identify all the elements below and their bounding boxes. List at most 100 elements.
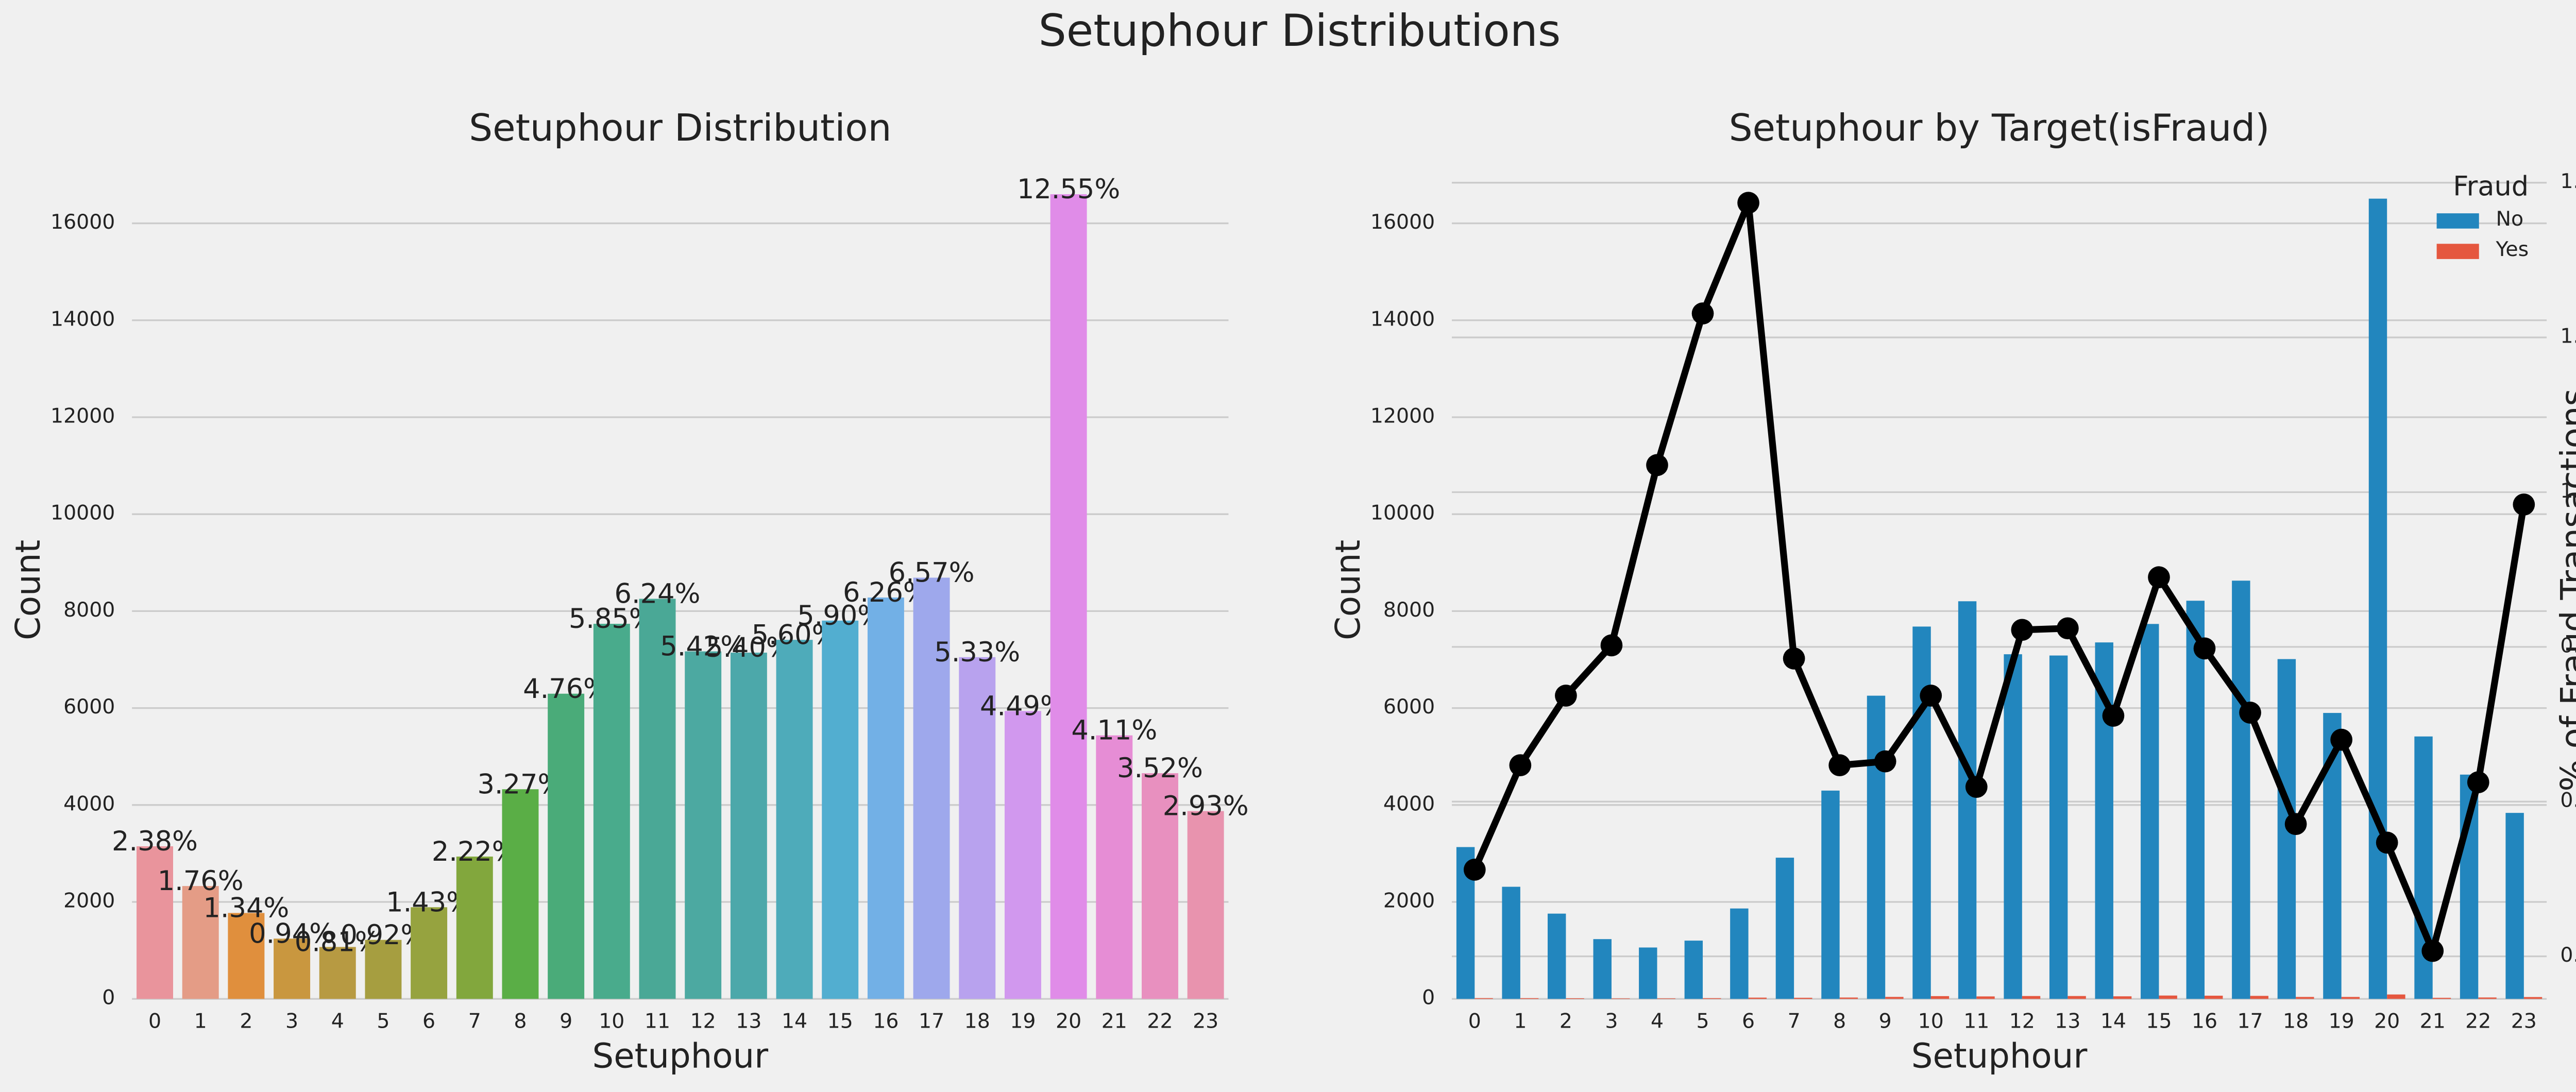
x-tick-label: 11 [645,1010,670,1033]
legend-title: Fraud [2453,170,2529,202]
y-tick-label: 8000 [63,598,115,622]
bar [502,789,539,999]
bar [2505,813,2524,999]
chart-title: Setuphour by Target(isFraud) [1729,107,2270,150]
bar [959,657,996,999]
line [1471,199,2528,954]
y-tick-label: 4000 [1383,792,1435,815]
x-tick-label: 17 [919,1010,944,1033]
bar [2250,996,2268,999]
y2-axis-label: % of Fraud Transactions [2554,388,2576,791]
figure-title: Setuphour Distributions [1039,6,1561,57]
bar [2022,996,2041,999]
x-tick-label: 3 [285,1010,298,1033]
line-marker [1874,750,1896,773]
bar [1004,711,1041,999]
bar [2523,997,2543,999]
legend-label: Yes [2496,237,2529,261]
bar [411,907,448,999]
x-tick-label: 22 [1147,1010,1173,1033]
bar [2478,997,2497,999]
bar [1593,939,1612,999]
bar [365,940,402,999]
x-tick-label: 23 [1193,1010,1218,1033]
y-tick-label: 8000 [1383,598,1435,622]
bar [2341,997,2360,999]
line-marker [2148,566,2170,589]
line-marker [2193,637,2216,660]
line-marker [2284,813,2307,835]
y-axis-label: Count [9,540,48,640]
bar [2067,996,2086,999]
bar [776,640,813,999]
bar [639,599,676,999]
y-tick-label: 6000 [63,695,115,719]
x-tick-label: 0 [148,1010,161,1033]
bar [1839,997,1858,999]
line-marker [2513,493,2535,516]
x-tick-label: 16 [2192,1010,2217,1033]
x-tick-label: 18 [964,1010,990,1033]
bar [1912,626,1931,999]
bar [2113,996,2132,999]
bar [593,624,630,999]
x-tick-label: 13 [2055,1010,2080,1033]
y2-tick-label: 0.4 [2560,943,2576,967]
y-axis-label: Count [1329,540,1368,640]
y-tick-label: 10000 [50,501,115,525]
bar [137,846,173,999]
x-tick-label: 19 [2329,1010,2354,1033]
bar [182,886,219,999]
x-tick-label: 18 [2283,1010,2309,1033]
bar [2159,995,2177,999]
bar [2004,654,2022,999]
x-tick-label: 12 [690,1010,716,1033]
line-marker [1691,302,1714,325]
line-marker [1646,454,1668,476]
line-marker [1965,776,1988,798]
bar [1639,947,1657,999]
bar [1050,194,1087,999]
bar [1794,998,1812,999]
bar [1657,998,1675,999]
line-marker [1783,647,1805,670]
x-tick-label: 10 [1918,1010,1944,1033]
bar [1502,886,1520,999]
x-tick-label: 6 [1742,1010,1755,1033]
bar [456,856,493,999]
x-tick-label: 21 [1101,1010,1127,1033]
y2-tick-label: 0.6 [2560,789,2576,812]
bar [1885,997,1904,999]
bar [1566,998,1584,999]
x-tick-label: 5 [377,1010,389,1033]
x-tick-label: 7 [468,1010,481,1033]
y-tick-label: 0 [1422,986,1435,1010]
bar [1611,998,1630,999]
y2-tick-label: 1.2 [2560,325,2576,348]
value-label: 6.57% [889,557,975,589]
line-marker [1463,859,1486,881]
y-tick-label: 10000 [1370,501,1435,525]
line-marker [2239,702,2261,724]
value-label: 3.52% [1117,753,1203,784]
y-tick-label: 14000 [50,307,115,331]
x-axis-label: Setuphour [592,1036,769,1076]
bar [1775,858,1794,999]
x-tick-label: 1 [1514,1010,1527,1033]
bar [2186,601,2205,999]
x-tick-label: 4 [331,1010,344,1033]
line-marker [2467,771,2489,794]
x-tick-label: 15 [827,1010,853,1033]
bar [1520,998,1539,999]
bar [2205,996,2223,999]
x-tick-label: 12 [2009,1010,2035,1033]
value-label: 1.34% [203,893,289,924]
x-tick-label: 8 [1833,1010,1846,1033]
line-marker [1555,685,1577,707]
x-tick-label: 22 [2465,1010,2491,1033]
value-label: 12.55% [1017,174,1120,205]
bar [2368,198,2387,999]
y-tick-label: 16000 [1370,210,1435,234]
value-label: 6.24% [615,578,701,610]
